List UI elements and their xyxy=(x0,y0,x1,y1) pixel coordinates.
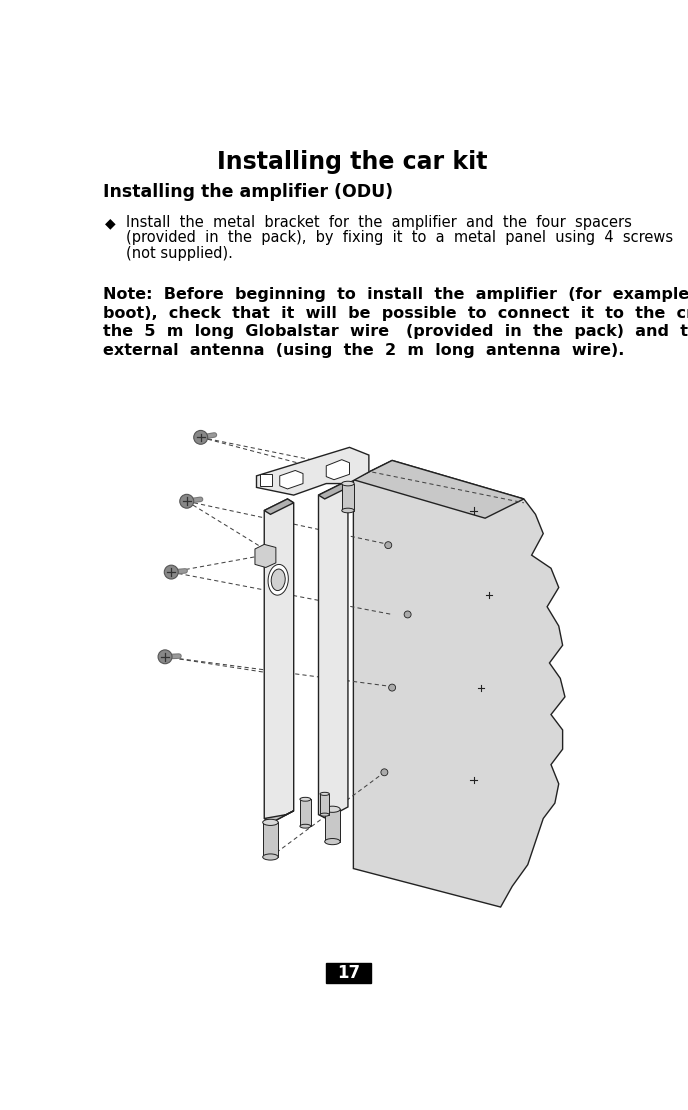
Ellipse shape xyxy=(325,838,340,845)
Ellipse shape xyxy=(300,797,311,801)
Bar xyxy=(320,794,330,815)
Text: Installing the car kit: Installing the car kit xyxy=(217,150,488,174)
Text: external  antenna  (using  the  2  m  long  antenna  wire).: external antenna (using the 2 m long ant… xyxy=(103,343,625,357)
Text: Note:  Before  beginning  to  install  the  amplifier  (for  example  in  the: Note: Before beginning to install the am… xyxy=(103,287,688,302)
Ellipse shape xyxy=(320,814,330,816)
Ellipse shape xyxy=(342,482,354,486)
Text: the  5  m  long  Globalstar  wire   (provided  in  the  pack)  and  the  magneti: the 5 m long Globalstar wire (provided i… xyxy=(103,324,688,340)
Bar xyxy=(260,474,272,486)
Ellipse shape xyxy=(271,569,286,591)
Ellipse shape xyxy=(320,793,330,796)
Bar xyxy=(263,823,278,857)
Circle shape xyxy=(389,684,396,692)
Circle shape xyxy=(404,610,411,618)
Polygon shape xyxy=(326,460,350,480)
Polygon shape xyxy=(319,484,348,500)
Circle shape xyxy=(180,494,194,508)
Ellipse shape xyxy=(263,819,278,826)
Polygon shape xyxy=(354,461,524,518)
Circle shape xyxy=(385,542,391,548)
Circle shape xyxy=(164,565,178,579)
Ellipse shape xyxy=(268,564,288,595)
Text: (provided  in  the  pack),  by  fixing  it  to  a  metal  panel  using  4  screw: (provided in the pack), by fixing it to … xyxy=(127,230,674,245)
Text: (not supplied).: (not supplied). xyxy=(127,245,233,261)
Polygon shape xyxy=(264,500,294,823)
Circle shape xyxy=(381,769,388,776)
Ellipse shape xyxy=(300,825,311,828)
Polygon shape xyxy=(255,544,276,567)
Polygon shape xyxy=(264,810,294,823)
Text: ◆: ◆ xyxy=(105,216,115,231)
Bar xyxy=(325,809,340,841)
Circle shape xyxy=(194,431,208,444)
Text: 17: 17 xyxy=(337,965,361,982)
Text: Install  the  metal  bracket  for  the  amplifier  and  the  four  spacers: Install the metal bracket for the amplif… xyxy=(127,215,632,230)
Ellipse shape xyxy=(342,508,354,513)
Circle shape xyxy=(158,649,172,664)
Polygon shape xyxy=(280,471,303,488)
Ellipse shape xyxy=(263,854,278,860)
Text: Installing the amplifier (ODU): Installing the amplifier (ODU) xyxy=(103,183,393,201)
Text: boot),  check  that  it  will  be  possible  to  connect  it  to  the  cradle  u: boot), check that it will be possible to… xyxy=(103,305,688,321)
Polygon shape xyxy=(264,500,294,514)
Ellipse shape xyxy=(325,806,340,813)
Bar xyxy=(300,799,311,826)
Polygon shape xyxy=(257,447,369,495)
Polygon shape xyxy=(354,461,565,907)
FancyBboxPatch shape xyxy=(326,963,372,983)
Polygon shape xyxy=(319,484,348,818)
Bar xyxy=(342,484,354,511)
